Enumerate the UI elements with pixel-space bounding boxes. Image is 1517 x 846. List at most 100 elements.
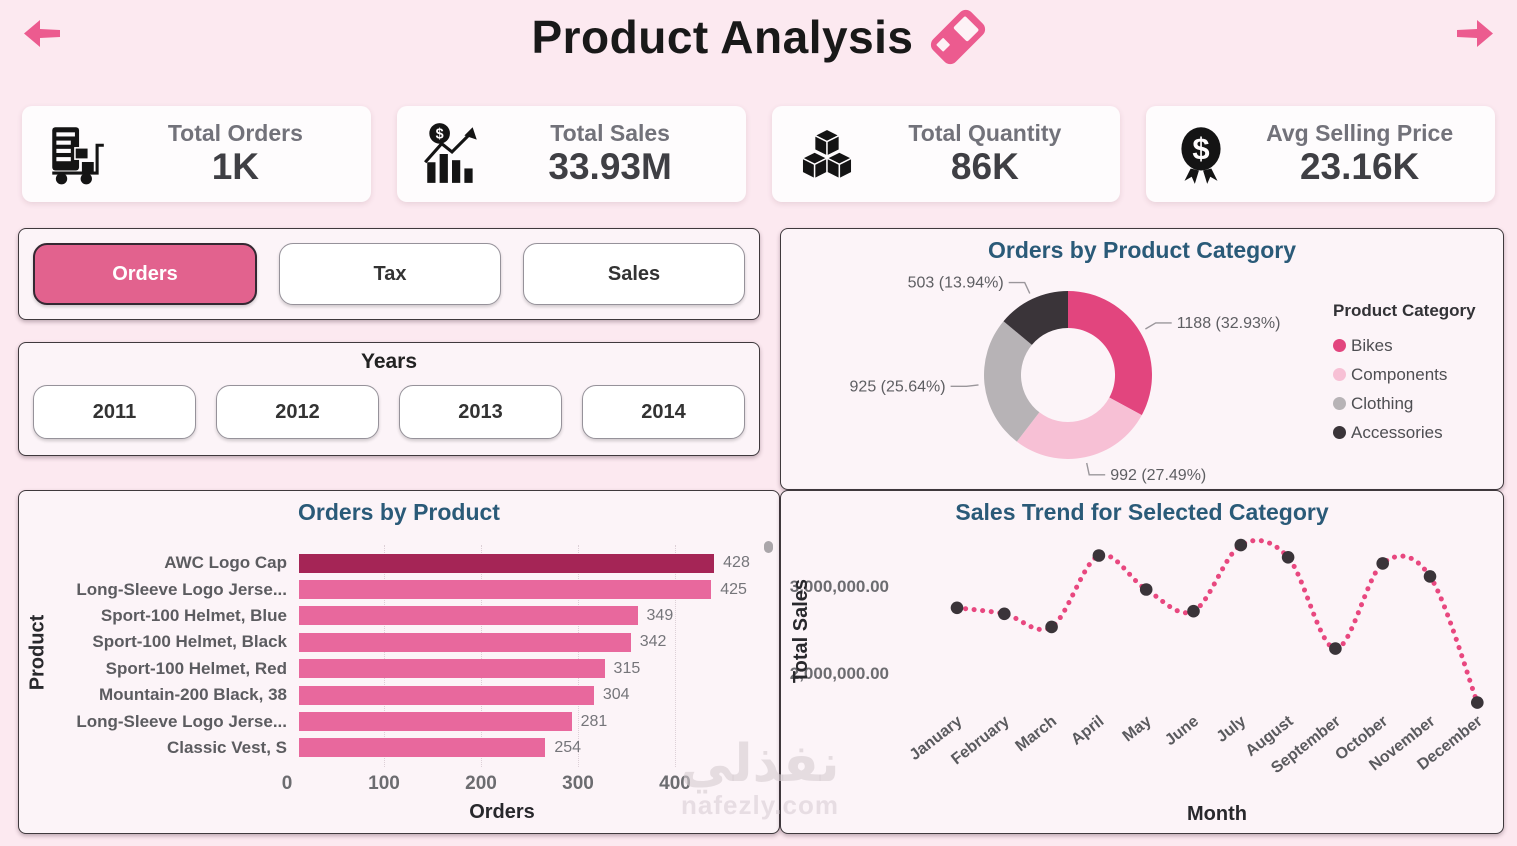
measure-button-orders[interactable]: Orders (33, 243, 257, 305)
bar[interactable] (299, 606, 638, 626)
data-point-june[interactable] (1187, 604, 1200, 618)
bar[interactable] (299, 712, 572, 732)
data-point-august[interactable] (1281, 551, 1295, 564)
donut-slice-accessories[interactable] (1003, 291, 1069, 345)
bar-chart-title: Orders by Product (298, 499, 500, 525)
kpi-card-total-orders: Total Orders 1K (22, 106, 371, 202)
donut-legend: Product Category Bikes Components Clothing… (1333, 301, 1476, 447)
y-axis-title: Total Sales (790, 579, 812, 683)
donut-data-label: 925 (25.64%) (850, 378, 946, 395)
bar-row: AWC Logo Cap 428 (25, 550, 759, 576)
measure-button-tax[interactable]: Tax (279, 243, 501, 305)
data-point-september[interactable] (1329, 642, 1342, 655)
bar[interactable] (299, 580, 712, 600)
kpi-label: Total Quantity (908, 119, 1062, 146)
donut-slice-clothing[interactable] (984, 321, 1040, 442)
data-point-january[interactable] (950, 601, 964, 615)
bar-category-label: Classic Vest, S (166, 737, 287, 757)
donut-callout-line (950, 384, 979, 388)
bar-track: 428 (299, 553, 759, 573)
sales-trend-panel: Sales Trend for Selected Category 2,000,… (780, 490, 1504, 834)
legend-swatch (1333, 339, 1346, 352)
legend-swatch (1333, 368, 1346, 381)
bar[interactable] (299, 632, 631, 652)
kpi-card-avg-selling-price: $ Avg Selling Price 23.16K (1146, 106, 1495, 202)
year-button-2011[interactable]: 2011 (33, 385, 196, 439)
kpi-label: Total Orders (167, 119, 303, 146)
bar-value-label: 428 (723, 554, 750, 572)
line-chart-title: Sales Trend for Selected Category (955, 499, 1329, 525)
back-button[interactable] (22, 18, 62, 50)
bar[interactable] (299, 685, 594, 705)
bar-row: Mountain-200 Black, 38 304 (25, 682, 759, 708)
legend-item-bikes[interactable]: Bikes (1333, 331, 1476, 360)
year-button-2013[interactable]: 2013 (399, 385, 562, 439)
measure-button-sales[interactable]: Sales (523, 243, 745, 305)
data-point-december[interactable] (1471, 696, 1484, 709)
bar-row: Long-Sleeve Logo Jerse... 425 (25, 576, 759, 602)
bar-track: 425 (299, 580, 759, 600)
x-axis-title: Orders (469, 801, 535, 823)
legend-item-clothing[interactable]: Clothing (1333, 389, 1476, 418)
kpi-label: Total Sales (550, 119, 670, 146)
legend-swatch (1333, 426, 1346, 439)
x-tick-label: April (1068, 713, 1107, 749)
legend-label: Bikes (1351, 335, 1393, 355)
x-axis-title: Month (1187, 803, 1247, 825)
bar-value-label: 349 (646, 606, 674, 624)
bar-category-label: Mountain-200 Black, 38 (98, 685, 287, 705)
bar[interactable] (299, 738, 546, 758)
price-medal-icon: $ (1162, 121, 1240, 187)
data-point-november[interactable] (1423, 570, 1437, 583)
legend-label: Accessories (1351, 422, 1443, 442)
donut-slice-bikes[interactable] (1068, 291, 1152, 416)
x-tick-label: 300 (562, 773, 594, 794)
legend-label: Components (1351, 364, 1448, 384)
data-point-october[interactable] (1376, 557, 1389, 570)
kpi-value: 23.16K (1299, 145, 1420, 187)
back-arrow-icon (24, 20, 60, 47)
x-tick-label: July (1214, 713, 1250, 746)
bar-category-label: Sport-100 Helmet, Black (92, 632, 287, 652)
donut-callout-line (1008, 281, 1031, 294)
gridline (481, 545, 482, 767)
donut-chart-title: Orders by Product Category (987, 237, 1297, 263)
y-tick-label: 3,000,000.00 (790, 577, 889, 596)
bar-row: Classic Vest, S 254 (25, 735, 759, 761)
legend-item-accessories[interactable]: Accessories (1333, 418, 1476, 447)
kpi-value: 86K (950, 145, 1019, 187)
x-tick-label: March (1012, 713, 1060, 755)
scrollbar-thumb[interactable] (764, 541, 773, 553)
data-point-february[interactable] (998, 607, 1011, 621)
year-button-2014[interactable]: 2014 (582, 385, 745, 439)
bar-row: Long-Sleeve Logo Jerse... 281 (25, 708, 759, 734)
data-point-april[interactable] (1092, 549, 1106, 562)
page-title: Product Analysis (531, 11, 914, 63)
x-tick-label: 0 (281, 773, 293, 794)
bar-track: 349 (299, 606, 759, 626)
svg-text:$: $ (435, 127, 443, 143)
year-button-2012[interactable]: 2012 (216, 385, 379, 439)
trend-line (954, 537, 1480, 706)
orders-by-product-panel: Orders by Product AWC Logo Cap 428 Long-Sl… (18, 490, 780, 834)
bar-value-label: 304 (602, 686, 630, 704)
svg-text:$: $ (1193, 131, 1210, 166)
donut-data-label: 503 (13.94%) (908, 275, 1004, 292)
bar-track: 281 (299, 712, 759, 732)
data-point-july[interactable] (1234, 538, 1248, 552)
gridline (675, 545, 676, 767)
bar-row: Sport-100 Helmet, Blue 349 (25, 603, 759, 629)
data-point-march[interactable] (1045, 620, 1058, 634)
donut-chart: 1188 (32.93%) 992 (27.49%) 925 (25.64%) 503… (850, 275, 1281, 484)
data-point-may[interactable] (1139, 583, 1153, 596)
bar[interactable] (299, 553, 715, 573)
donut-slice-components[interactable] (1016, 397, 1142, 459)
years-title: Years (360, 350, 418, 373)
x-tick-label: 400 (659, 773, 691, 794)
bar[interactable] (299, 659, 605, 679)
forward-button[interactable] (1455, 18, 1495, 50)
legend-item-components[interactable]: Components (1333, 360, 1476, 389)
x-tick-label: May (1120, 713, 1155, 746)
